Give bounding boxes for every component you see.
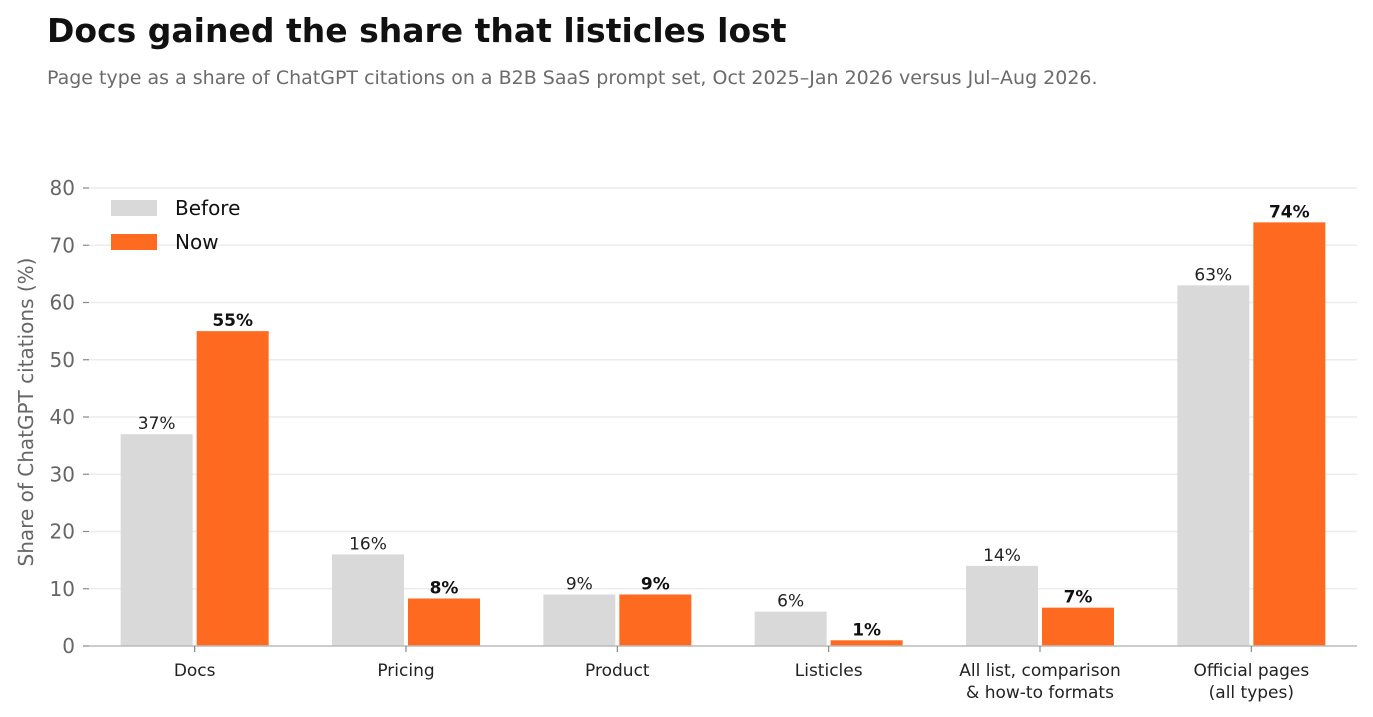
data-label-now: 9% — [641, 574, 670, 594]
y-tick-label: 20 — [50, 520, 75, 544]
legend: Before Now — [111, 196, 240, 254]
bar-now — [1253, 222, 1326, 646]
x-tick-label: Official pages — [1193, 661, 1309, 681]
y-tick-label: 60 — [50, 291, 75, 315]
bar-now — [830, 640, 903, 646]
bar-before — [966, 565, 1038, 646]
x-tick-label: Pricing — [377, 661, 434, 681]
bar-now — [1042, 607, 1114, 646]
y-tick-label: 80 — [50, 176, 75, 200]
data-label-now: 8% — [430, 578, 459, 598]
y-tick-label: 40 — [50, 405, 75, 429]
bar-before — [1177, 285, 1250, 646]
data-label-before: 14% — [983, 546, 1021, 566]
legend-swatch-before — [111, 200, 157, 216]
data-label-before: 9% — [566, 574, 593, 594]
bar-before — [120, 434, 193, 646]
x-tick-label: Listicles — [795, 661, 863, 681]
bar-now — [619, 594, 692, 646]
y-tick-label: 10 — [50, 577, 75, 601]
bar-before — [332, 554, 404, 646]
data-label-before: 37% — [138, 414, 176, 434]
y-tick-label: 0 — [62, 634, 75, 658]
bar-now — [408, 598, 480, 646]
x-tick-label: Product — [585, 661, 650, 681]
bar-now — [196, 331, 269, 646]
chart-title: Docs gained the share that listicles los… — [47, 11, 787, 50]
legend-swatch-now — [111, 234, 157, 250]
legend-label-now: Now — [175, 230, 219, 254]
data-label-now: 74% — [1269, 202, 1310, 222]
legend-label-before: Before — [175, 196, 240, 220]
axes: 0 10 20 30 40 50 60 70 80 Docs Pricing Product Listi… — [50, 176, 1357, 703]
data-label-before: 6% — [777, 592, 804, 612]
data-label-now: 1% — [852, 620, 881, 640]
y-tick-label: 70 — [50, 233, 75, 257]
x-tick-label: All list, comparison — [959, 661, 1121, 681]
x-tick-label: (all types) — [1209, 683, 1294, 703]
y-tick-label: 30 — [50, 462, 75, 486]
y-axis-label: Share of ChatGPT citations (%) — [14, 258, 38, 567]
bar-before — [543, 594, 616, 646]
x-tick-label: & how-to formats — [966, 683, 1114, 703]
data-label-now: 7% — [1064, 588, 1093, 608]
y-tick-label: 50 — [50, 348, 75, 372]
data-label-now: 55% — [212, 311, 253, 331]
gridlines — [89, 187, 1357, 590]
data-label-before: 16% — [349, 534, 387, 554]
bars: 37% 55% 16% 8% 9% 9% 6% 1% 14% 7% 63% 74% — [120, 202, 1326, 646]
x-tick-label: Docs — [174, 661, 216, 681]
data-label-before: 63% — [1194, 265, 1232, 285]
chart-subtitle: Page type as a share of ChatGPT citation… — [47, 67, 1098, 89]
bar-before — [754, 611, 827, 646]
